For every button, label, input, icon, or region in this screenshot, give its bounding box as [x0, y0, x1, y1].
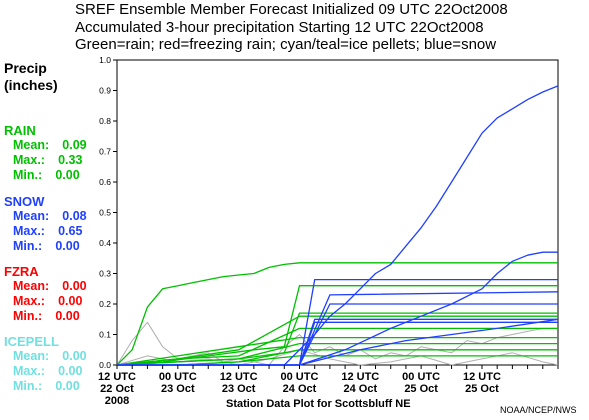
y-tick-label: 0.2 — [99, 299, 111, 309]
fzra-min-value: 0.00 — [55, 309, 80, 323]
rain-min-value: 0.00 — [55, 168, 80, 182]
chart-title: SREF Ensemble Member Forecast Initialize… — [75, 1, 508, 18]
x-tick-label: 12 UTC — [463, 371, 501, 383]
y-axis-label: Precip (inches) — [4, 60, 58, 93]
x-tick-label: 25 Oct — [465, 383, 499, 395]
x-tick-label: 00 UTC — [159, 371, 197, 383]
y-tick-label: 0.0 — [99, 360, 111, 370]
icepell-mean-value: 0.00 — [62, 349, 87, 363]
y-tick-label: 0.6 — [99, 177, 111, 187]
y-tick-label: 0.5 — [99, 208, 111, 218]
icepell-stats-title: ICEPELL — [4, 334, 59, 349]
series-line-rain-4 — [116, 336, 558, 366]
credit-label: NOAA/NCEP/NWS — [500, 405, 577, 415]
icepell-min-value: 0.00 — [55, 379, 80, 393]
icepell-max-value: 0.00 — [58, 364, 83, 378]
station-footer: Station Data Plot for Scottsbluff NE — [226, 398, 411, 410]
x-tick-label: 22 Oct — [100, 383, 134, 395]
series-line-rain-1 — [116, 285, 558, 366]
snow-min-value: 0.00 — [55, 239, 80, 253]
series-line-snow-9 — [117, 85, 559, 366]
x-tick-label: 24 Oct — [283, 383, 317, 395]
fzra-stats: FZRA Mean: 0.00 Max.: 0.00 Min.: 0.00 — [4, 264, 87, 323]
y-tick-label: 0.4 — [99, 238, 111, 248]
x-tick-label: 24 Oct — [343, 383, 377, 395]
snow-max-value: 0.65 — [58, 224, 83, 238]
rain-mean-value: 0.09 — [62, 138, 87, 152]
x-tick-label: 25 Oct — [404, 383, 438, 395]
x-tick-label: 00 UTC — [402, 371, 440, 383]
y-tick-label: 0.7 — [99, 147, 111, 157]
x-tick-label: 23 Oct — [222, 383, 256, 395]
chart-subtitle: Accumulated 3-hour precipitation Startin… — [75, 18, 484, 36]
fzra-mean-value: 0.00 — [62, 279, 87, 293]
y-tick-label: 1.0 — [99, 55, 111, 65]
rain-stats-title: RAIN — [4, 123, 36, 138]
fzra-max-value: 0.00 — [58, 294, 83, 308]
y-tick-label: 0.1 — [99, 330, 111, 340]
x-tick-label: 12 UTC — [341, 371, 379, 383]
x-tick-label: 23 Oct — [161, 383, 195, 395]
y-tick-label: 0.8 — [99, 116, 111, 126]
x-tick-label: 12 UTC — [220, 371, 258, 383]
snow-stats-title: SNOW — [4, 194, 45, 209]
x-tick-label: 00 UTC — [281, 371, 319, 383]
fzra-stats-title: FZRA — [4, 264, 39, 279]
series-line-rain-5 — [116, 342, 558, 366]
series-line-rain-3 — [116, 315, 558, 366]
snow-mean-value: 0.08 — [62, 209, 87, 223]
icepell-stats: ICEPELL Mean: 0.00 Max.: 0.00 Min.: 0.00 — [4, 334, 87, 393]
rain-stats: RAIN Mean: 0.09 Max.: 0.33 Min.: 0.00 — [4, 123, 87, 182]
series-line-rain-0 — [116, 262, 558, 366]
y-tick-label: 0.9 — [99, 86, 111, 96]
series-line-snow-10 — [117, 251, 558, 366]
x-tick-label: 2008 — [105, 395, 129, 407]
y-tick-label: 0.3 — [99, 269, 111, 279]
x-tick-label: 12 UTC — [98, 371, 136, 383]
snow-stats: SNOW Mean: 0.08 Max.: 0.65 Min.: 0.00 — [4, 194, 87, 253]
rain-max-value: 0.33 — [58, 153, 83, 167]
series-line-rain-8 — [116, 327, 558, 366]
chart-title-block: SREF Ensemble Member Forecast Initialize… — [75, 1, 508, 54]
chart-color-key: Green=rain; red=freezing rain; cyan/teal… — [75, 36, 497, 53]
